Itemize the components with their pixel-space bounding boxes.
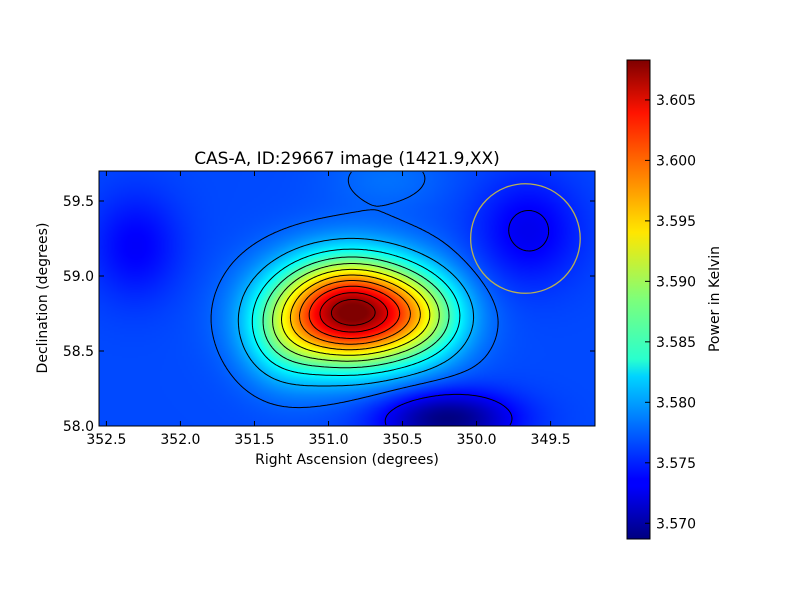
colorbar-label: Power in Kelvin bbox=[707, 246, 723, 352]
beam-circle bbox=[469, 183, 581, 294]
x-tick-label: 351.0 bbox=[308, 432, 348, 448]
colorbar-tick-label: 3.600 bbox=[656, 153, 696, 169]
colorbar-tick-label: 3.585 bbox=[656, 335, 696, 351]
chart-title: CAS-A, ID:29667 image (1421.9,XX) bbox=[194, 149, 500, 169]
x-tick-label: 352.5 bbox=[86, 432, 126, 448]
contour-line bbox=[319, 292, 389, 333]
x-tick-label: 352.0 bbox=[160, 432, 200, 448]
colorbar-tick-label: 3.595 bbox=[656, 214, 696, 230]
plot-frame bbox=[98, 170, 596, 427]
colorbar-tick-label: 3.575 bbox=[656, 456, 696, 472]
y-tick-label: 58.5 bbox=[63, 344, 94, 360]
contour-line bbox=[210, 171, 499, 409]
y-tick-label: 59.5 bbox=[63, 194, 94, 210]
x-tick-label: 350.5 bbox=[382, 432, 422, 448]
x-tick-label: 349.5 bbox=[531, 432, 571, 448]
x-axis: 352.5 352.0 351.5 351.0 350.5 350.0 349.5 bbox=[86, 171, 571, 448]
colorbar-tick-label: 3.590 bbox=[656, 274, 696, 290]
x-tick-label: 350.0 bbox=[457, 432, 497, 448]
colorbar-gradient bbox=[627, 60, 650, 539]
contour-line bbox=[384, 210, 550, 426]
colorbar-tick-label: 3.580 bbox=[656, 395, 696, 411]
contour-line bbox=[308, 285, 401, 339]
contour-line bbox=[262, 256, 450, 369]
contour-line bbox=[299, 280, 411, 345]
contour-line bbox=[237, 237, 475, 387]
colorbar: 3.570 3.575 3.580 3.585 3.590 3.595 3.600 3.605… bbox=[626, 59, 723, 540]
heatmap-plot bbox=[98, 170, 596, 427]
contour-line bbox=[289, 274, 421, 351]
colorbar-tick-label: 3.570 bbox=[656, 516, 696, 532]
y-axis-label: Declination (degrees) bbox=[35, 223, 51, 374]
contour-line bbox=[330, 299, 376, 326]
y-axis: 58.0 58.5 59.0 59.5 bbox=[63, 194, 595, 435]
contour-line bbox=[251, 248, 461, 376]
contour-line bbox=[272, 263, 440, 362]
contour-lines bbox=[210, 171, 550, 426]
y-tick-label: 58.0 bbox=[63, 419, 94, 435]
y-tick-label: 59.0 bbox=[63, 269, 94, 285]
colorbar-ticks: 3.570 3.575 3.580 3.585 3.590 3.595 3.600 3.605 bbox=[645, 93, 696, 532]
colorbar-frame bbox=[626, 59, 651, 540]
x-tick-label: 351.5 bbox=[234, 432, 274, 448]
heatmap-image bbox=[99, 171, 595, 426]
contour-line bbox=[281, 268, 431, 356]
x-axis-label: Right Ascension (degrees) bbox=[255, 452, 439, 468]
colorbar-tick-label: 3.605 bbox=[656, 93, 696, 109]
